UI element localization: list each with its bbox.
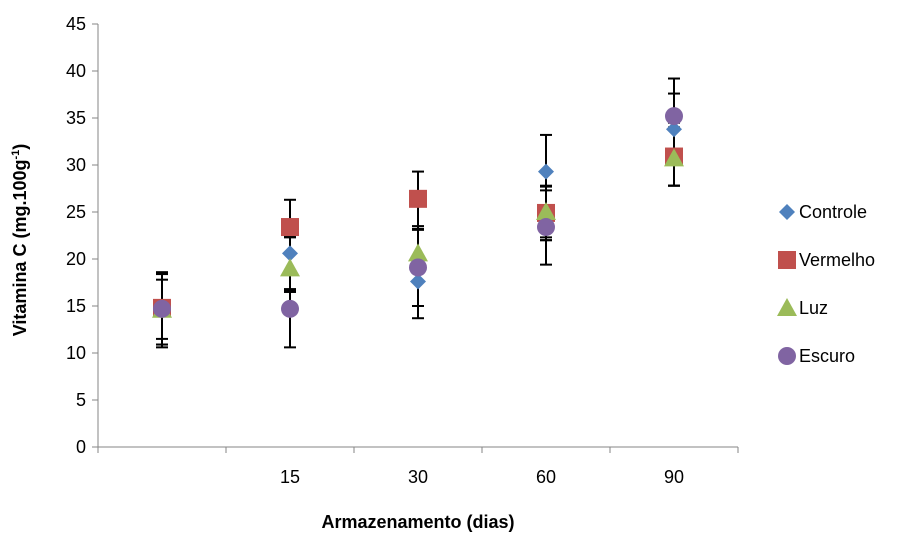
y-axis-title-superscript: -1 [10, 150, 22, 160]
legend-label: Luz [799, 298, 828, 318]
data-point-escuro [665, 107, 683, 126]
data-point-vermelho [409, 189, 427, 208]
data-point-escuro [409, 258, 427, 277]
y-axis-ticks: 0 5 10 15 20 25 30 35 40 45 [66, 14, 98, 457]
data-point-escuro [537, 218, 555, 237]
y-tick-label: 45 [66, 14, 86, 34]
data-point-luz [664, 148, 684, 167]
y-tick-label: 5 [76, 390, 86, 410]
data-point-controle [666, 121, 682, 138]
legend-item-luz: Luz [777, 298, 828, 318]
axes [97, 24, 738, 448]
legend-label: Escuro [799, 346, 855, 366]
data-point-luz [408, 243, 428, 262]
legend-item-escuro: Escuro [778, 346, 855, 366]
y-tick-label: 30 [66, 155, 86, 175]
data-points [152, 107, 684, 318]
legend-item-controle: Controle [779, 202, 867, 222]
y-tick-label: 25 [66, 202, 86, 222]
data-point-escuro [281, 299, 299, 318]
y-tick-label: 10 [66, 343, 86, 363]
x-axis-title: Armazenamento (dias) [321, 512, 514, 532]
x-tick-label: 15 [280, 467, 300, 487]
error-bars [156, 77, 680, 349]
y-tick-label: 35 [66, 108, 86, 128]
data-point-vermelho [281, 218, 299, 237]
data-point-controle [282, 245, 298, 262]
legend-item-vermelho: Vermelho [778, 250, 875, 270]
legend-marker-vermelho [778, 251, 796, 269]
x-tick-label: 60 [536, 467, 556, 487]
x-tick-label: 30 [408, 467, 428, 487]
legend-label: Vermelho [799, 250, 875, 270]
data-point-controle [538, 163, 554, 180]
legend-marker-luz [777, 298, 797, 316]
legend-marker-escuro [778, 347, 796, 365]
y-axis-title: Vitamina C (mg.100g-1) [10, 144, 30, 337]
y-axis-title-main: Vitamina C (mg.100g [10, 160, 30, 337]
legend-label: Controle [799, 202, 867, 222]
data-point-controle [410, 273, 426, 290]
y-tick-label: 0 [76, 437, 86, 457]
y-tick-label: 20 [66, 249, 86, 269]
data-point-escuro [153, 299, 171, 318]
x-tick-label: 90 [664, 467, 684, 487]
y-tick-label: 15 [66, 296, 86, 316]
series-escuro [153, 107, 683, 318]
x-axis-ticks: 15 30 60 90 [97, 447, 739, 487]
y-axis-title-end: ) [10, 144, 30, 150]
legend: Controle Vermelho Luz Escuro [777, 202, 875, 366]
y-tick-label: 40 [66, 61, 86, 81]
data-point-luz [280, 258, 300, 277]
legend-marker-controle [779, 204, 795, 220]
data-point-luz [536, 202, 556, 220]
